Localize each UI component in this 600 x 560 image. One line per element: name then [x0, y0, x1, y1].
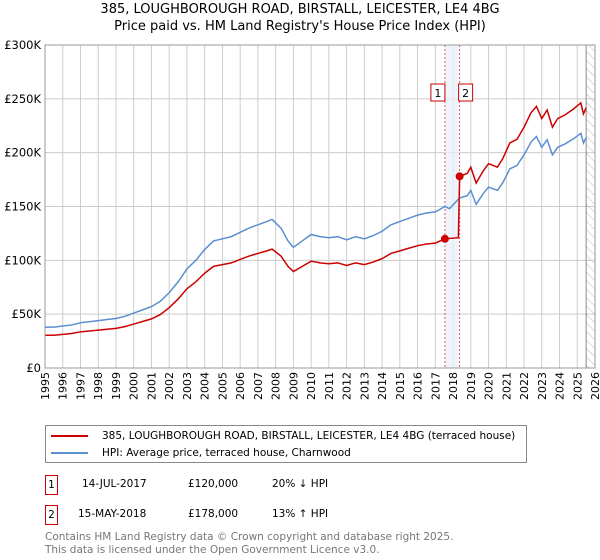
y-tick-label: £50K	[12, 307, 42, 321]
footer-licence: This data is licensed under the Open Gov…	[45, 544, 380, 556]
x-tick-label: 1996	[57, 372, 70, 400]
footer-copyright: Contains HM Land Registry data © Crown c…	[45, 531, 454, 543]
x-tick-label: 2009	[287, 372, 300, 400]
sale-hpi-diff: 20% ↓ HPI	[272, 478, 329, 490]
table-row: 1 14-JUL-2017 £120,000 20% ↓ HPI	[45, 475, 545, 495]
x-tick-label: 2026	[589, 372, 600, 400]
legend-swatch	[51, 435, 88, 437]
sale-label: 1	[434, 87, 441, 100]
y-tick-label: £200K	[4, 146, 41, 160]
y-tick-label: £300K	[4, 38, 41, 52]
x-tick-label: 2018	[447, 372, 460, 400]
x-tick-label: 2007	[252, 372, 265, 400]
y-tick-label: £100K	[4, 253, 41, 267]
sale-marker-box: 1	[45, 475, 58, 495]
x-tick-label: 2022	[518, 372, 531, 400]
chart-title: 385, LOUGHBOROUGH ROAD, BIRSTALL, LEICES…	[100, 2, 500, 17]
sale-hpi-diff: 13% ↑ HPI	[272, 508, 329, 520]
legend-item-hpi: HPI: Average price, terraced house, Char…	[46, 445, 351, 461]
x-tick-label: 2003	[181, 372, 194, 400]
legend: 385, LOUGHBOROUGH ROAD, BIRSTALL, LEICES…	[45, 425, 527, 463]
x-tick-label: 2006	[234, 372, 247, 400]
x-tick-label: 2019	[465, 372, 478, 400]
y-tick-label: £250K	[4, 92, 41, 106]
price-chart: £0 £50K £100K £150K £200K £250K £300K 1995 1996 1…	[4, 38, 600, 400]
plot-frame	[44, 44, 596, 369]
x-tick-label: 2014	[376, 372, 389, 400]
sale-point	[440, 234, 449, 243]
chart-subtitle: Price paid vs. HM Land Registry's House …	[114, 19, 486, 34]
legend-swatch	[51, 452, 88, 454]
x-tick-label: 2011	[323, 372, 336, 400]
x-tick-label: 2015	[394, 372, 407, 400]
sale-point	[455, 172, 464, 181]
x-tick-label: 2016	[412, 372, 425, 400]
hpi-line	[45, 132, 587, 328]
sale-marker-box: 2	[45, 505, 58, 525]
price-paid-line	[45, 101, 587, 337]
x-tick-label: 2025	[571, 372, 584, 400]
x-tick-label: 2023	[536, 372, 549, 400]
sale-date: 14-JUL-2017	[82, 478, 147, 490]
x-tick-label: 2005	[216, 372, 229, 400]
forecast-hatch	[586, 45, 595, 368]
legend-label: HPI: Average price, terraced house, Char…	[102, 447, 351, 459]
x-tick-label: 2013	[358, 372, 371, 400]
x-tick-label: 2020	[483, 372, 496, 400]
x-tick-label: 2024	[554, 372, 567, 400]
x-tick-label: 1998	[92, 372, 105, 400]
x-tick-label: 1995	[39, 372, 52, 400]
x-tick-label: 2021	[500, 372, 513, 400]
x-tick-label: 2004	[199, 372, 212, 400]
sale-price: £178,000	[188, 508, 239, 520]
table-row: 2 15-MAY-2018 £178,000 13% ↑ HPI	[45, 505, 545, 525]
x-tick-label: 1999	[110, 372, 123, 400]
sale-label-box	[458, 83, 474, 102]
x-tick-label: 2000	[128, 372, 141, 400]
legend-item-property: 385, LOUGHBOROUGH ROAD, BIRSTALL, LEICES…	[46, 428, 515, 444]
x-tick-label: 2012	[341, 372, 354, 400]
x-tick-label: 2001	[145, 372, 158, 400]
y-tick-label: £150K	[4, 200, 41, 214]
x-tick-label: 2010	[305, 372, 318, 400]
sale-date: 15-MAY-2018	[78, 508, 147, 520]
x-tick-label: 2017	[429, 372, 442, 400]
sale-label-box	[430, 83, 446, 102]
y-tick-label: £0	[26, 361, 41, 375]
sale-label: 2	[462, 87, 469, 100]
sale-price: £120,000	[188, 478, 239, 490]
x-tick-label: 1997	[74, 372, 87, 400]
x-tick-label: 2002	[163, 372, 176, 400]
legend-label: 385, LOUGHBOROUGH ROAD, BIRSTALL, LEICES…	[102, 430, 516, 442]
x-tick-label: 2008	[270, 372, 283, 400]
